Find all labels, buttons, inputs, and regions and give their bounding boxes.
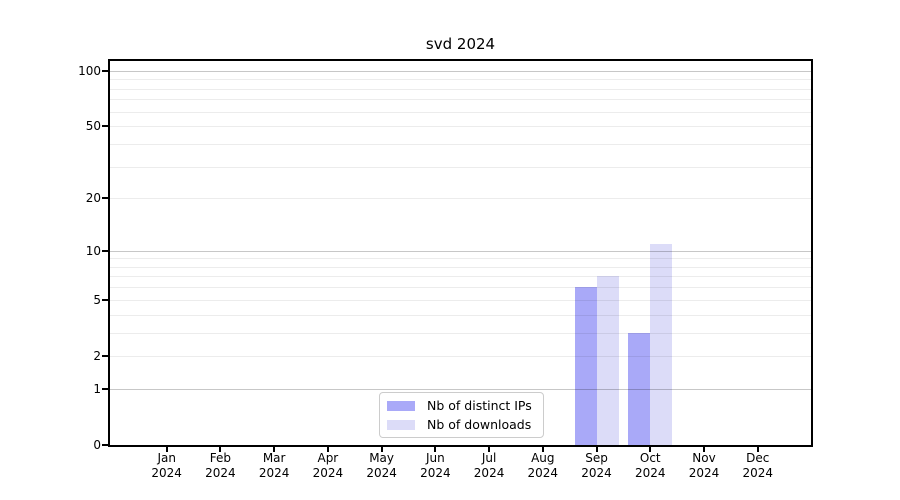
y-tick-mark — [102, 444, 108, 446]
y-tick-label: 10 — [85, 243, 101, 258]
x-tick-mark — [380, 447, 383, 452]
y-tick-label: 100 — [78, 63, 101, 78]
x-tick-mark — [488, 447, 491, 452]
x-tick-mark — [434, 447, 437, 452]
legend-label-distinct-ips: Nb of distinct IPs — [427, 398, 532, 413]
y-tick-label: 50 — [85, 119, 101, 134]
x-tick-mark — [595, 447, 598, 452]
legend-item-distinct-ips: Nb of distinct IPs — [387, 398, 543, 413]
x-tick-label: Dec 2024 — [742, 451, 773, 480]
y-tick-label: 2 — [93, 348, 101, 363]
x-tick-label: Apr 2024 — [312, 451, 344, 480]
x-tick-label: Sep 2024 — [581, 451, 612, 480]
x-tick-mark — [756, 447, 759, 452]
plot-area — [110, 61, 811, 445]
x-tick-label: Jun 2024 — [420, 451, 451, 480]
x-tick-label: Jul 2024 — [473, 451, 505, 480]
y-tick-label: 0 — [93, 438, 101, 452]
x-tick-label: Aug 2024 — [527, 451, 559, 480]
y-tick-mark — [102, 249, 108, 252]
x-tick-label: Jan 2024 — [151, 451, 182, 480]
legend-swatch-distinct-ips — [387, 400, 415, 411]
x-tick-mark — [703, 447, 705, 452]
legend-swatch-downloads — [387, 419, 415, 430]
legend-item-downloads: Nb of downloads — [387, 417, 543, 432]
legend-label-downloads: Nb of downloads — [427, 417, 532, 432]
y-tick-mark — [102, 354, 108, 357]
x-tick-mark — [165, 447, 168, 452]
x-tick-label: Oct 2024 — [634, 451, 666, 480]
y-tick-mark — [102, 197, 108, 200]
y-tick-label: 20 — [85, 191, 101, 206]
x-tick-mark — [649, 447, 652, 452]
x-tick-label: Feb 2024 — [205, 451, 236, 480]
y-tick-mark — [102, 69, 108, 72]
y-tick-label: 1 — [93, 381, 101, 396]
y-tick-mark — [102, 387, 108, 390]
legend: Nb of distinct IPs Nb of downloads — [379, 392, 544, 438]
x-tick-mark — [326, 447, 329, 452]
x-tick-mark — [273, 447, 276, 452]
y-tick-mark — [102, 125, 108, 128]
y-tick-label: 5 — [93, 292, 101, 307]
x-tick-label: Mar 2024 — [258, 451, 290, 480]
x-tick-mark — [219, 447, 222, 452]
x-tick-label: May 2024 — [366, 451, 397, 480]
x-tick-mark — [541, 447, 544, 452]
chart-title: svd 2024 — [425, 35, 496, 53]
y-tick-mark — [102, 298, 108, 301]
x-tick-label: Nov 2024 — [688, 451, 720, 480]
